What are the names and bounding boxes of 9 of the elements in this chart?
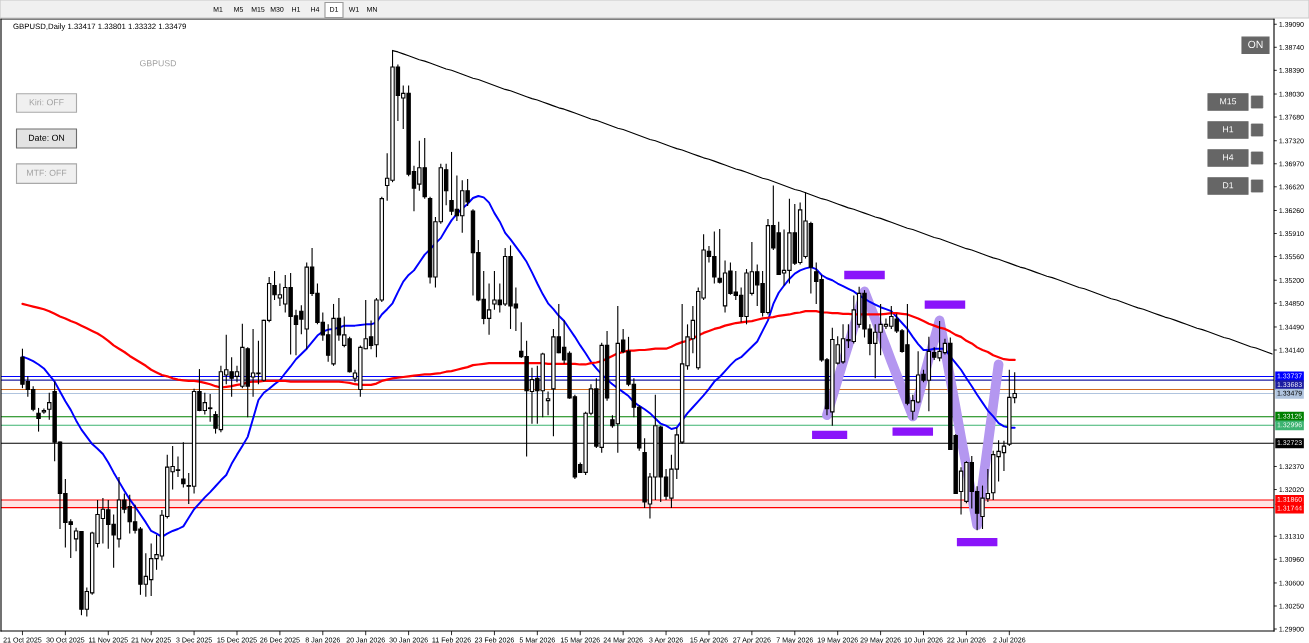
annotation: M15	[1220, 98, 1237, 105]
annotation: H4	[1223, 154, 1234, 161]
annotation: Kiri: OFF	[29, 98, 64, 106]
annotation: ON	[1248, 40, 1263, 49]
annotation: Date: ON	[28, 134, 65, 141]
annotation: MTF: OFF	[27, 169, 67, 176]
annotation: D1	[1223, 182, 1234, 189]
annotation: H1	[1223, 126, 1234, 133]
annotation: GBPUSD	[139, 60, 177, 67]
